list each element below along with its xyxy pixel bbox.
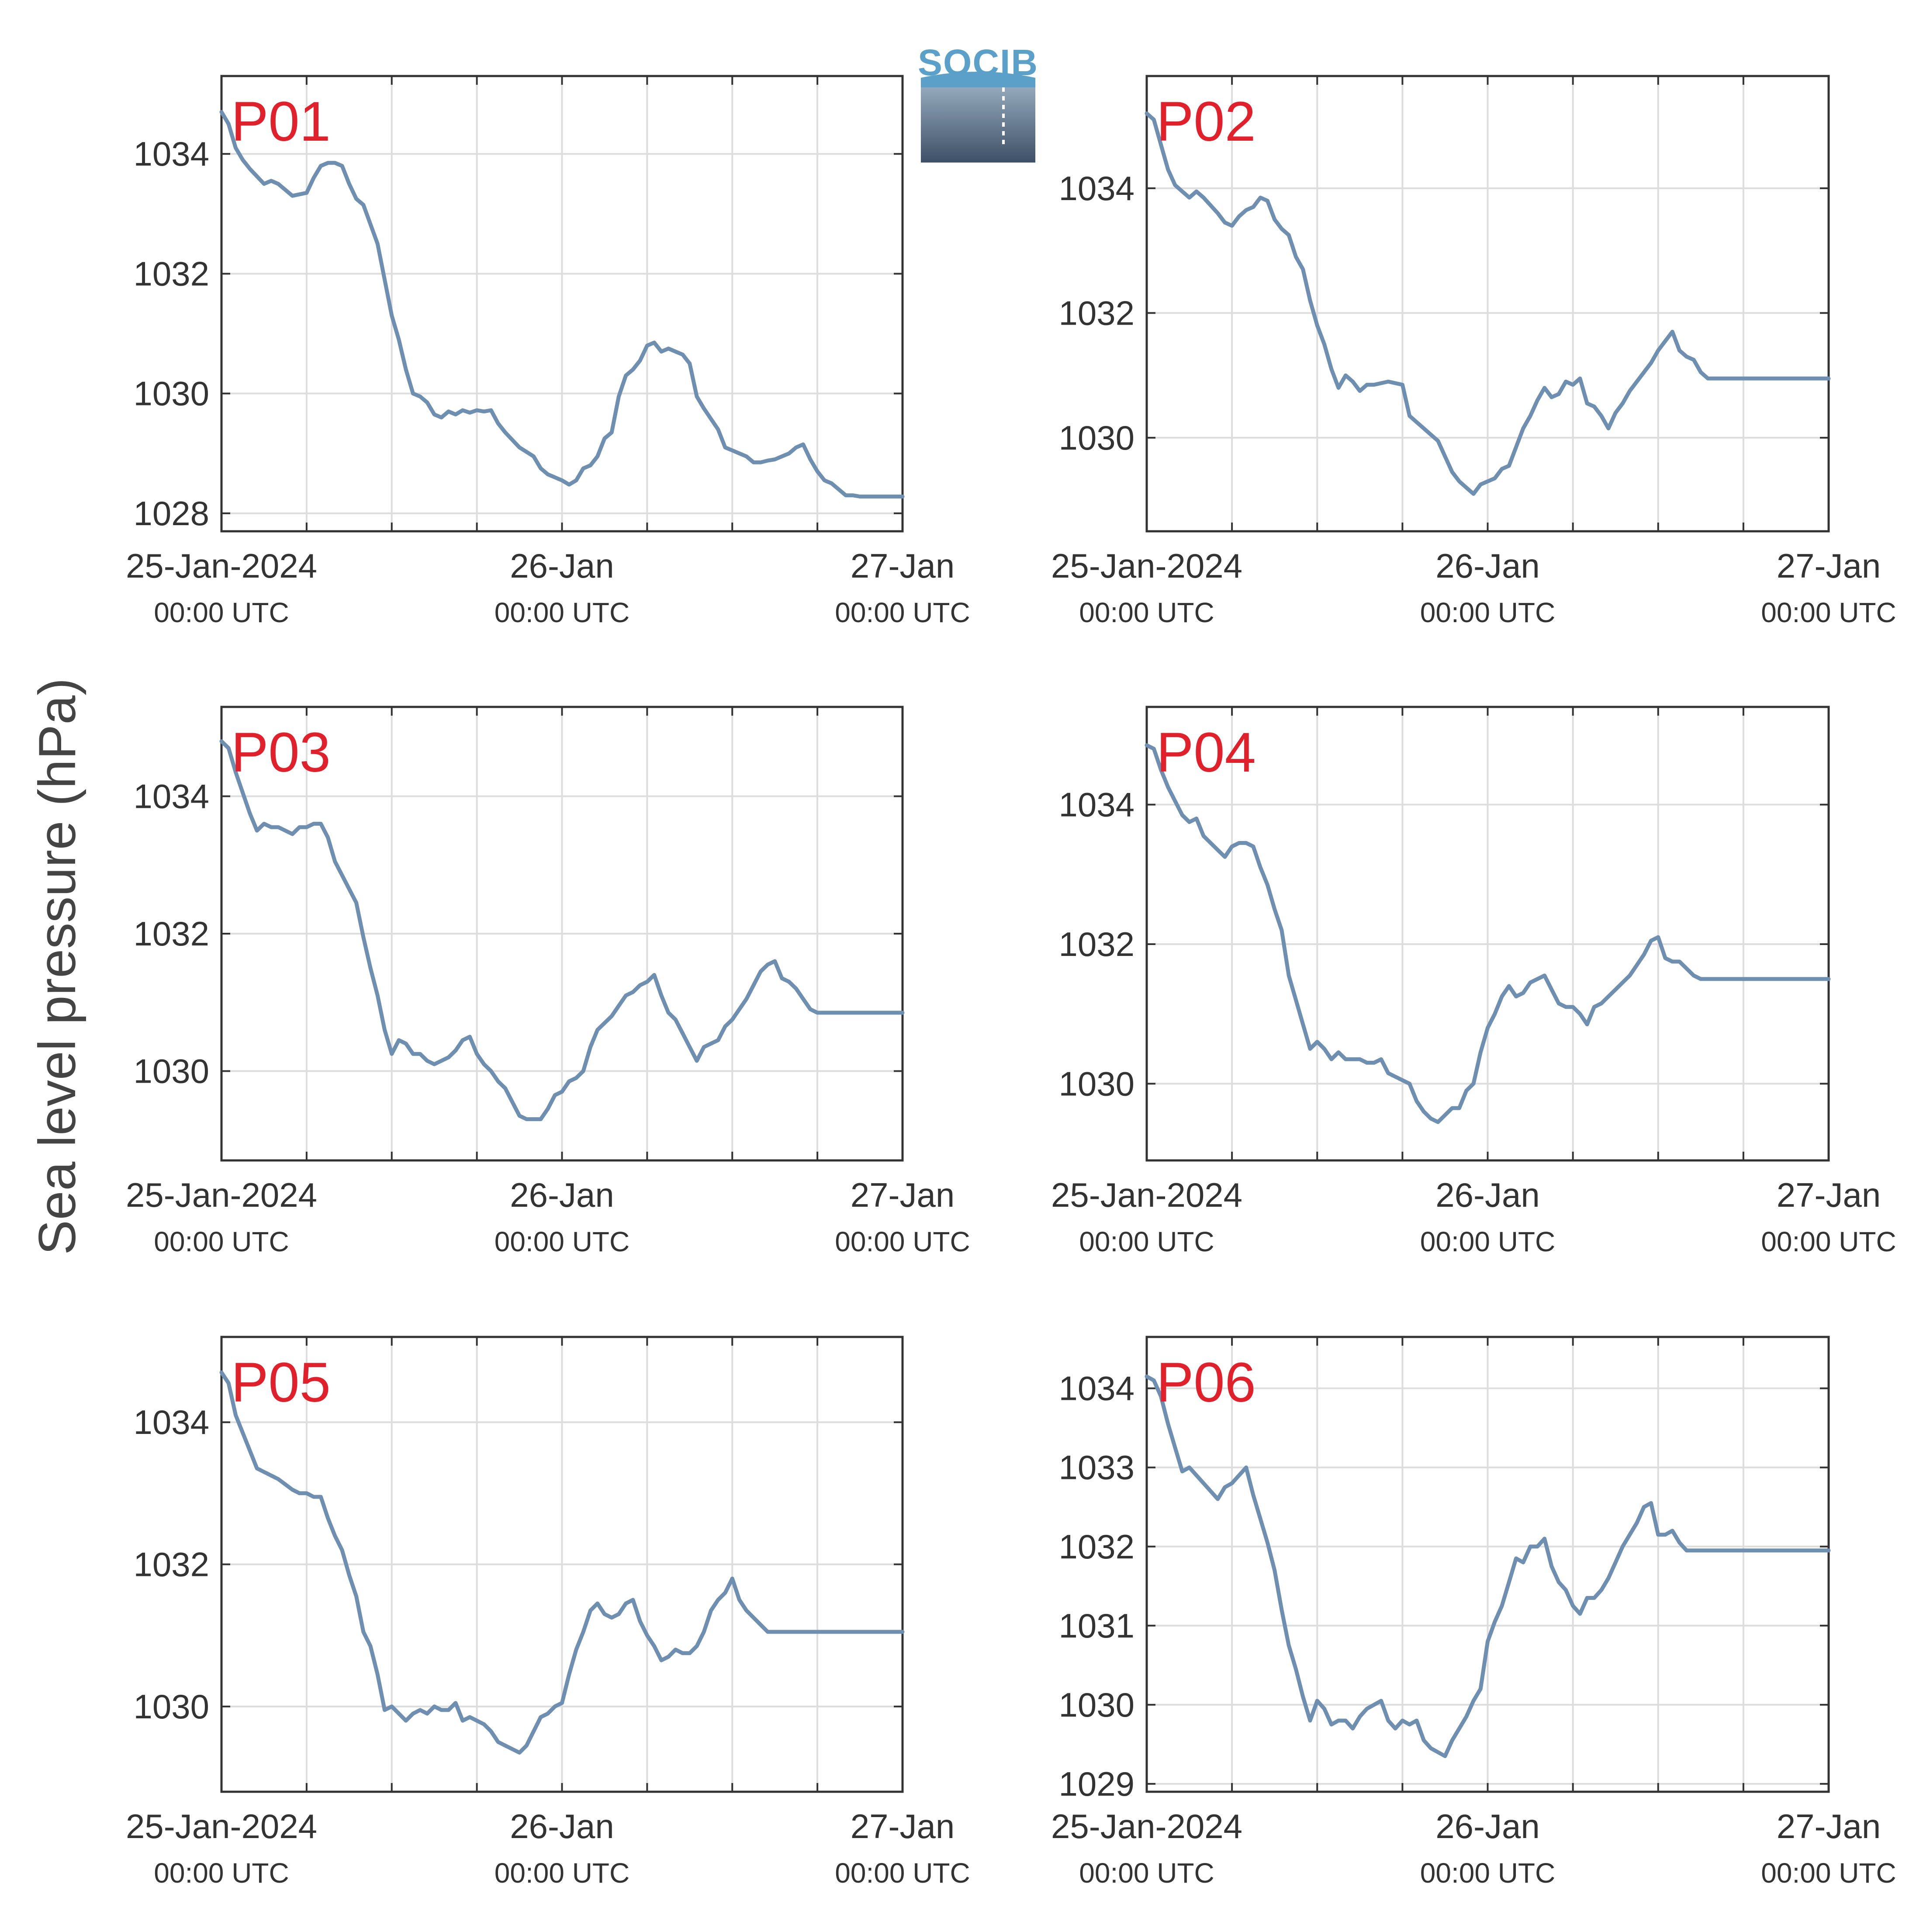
panel-label: P03 [231,721,331,784]
series-line [219,739,905,1122]
x-tick-label-date: 27-Jan [1777,1176,1881,1214]
series-line [1145,1375,1831,1758]
x-tick-label-date: 25-Jan-2024 [126,547,317,585]
x-tick-label-date: 27-Jan [1777,1807,1881,1845]
x-tick-label-time: 00:00 UTC [835,1857,970,1889]
x-tick-label-date: 27-Jan [851,547,955,585]
x-tick-label-date: 26-Jan [1435,1807,1540,1845]
x-tick-label-time: 00:00 UTC [154,1226,289,1257]
x-tick-label-time: 00:00 UTC [495,1226,629,1257]
x-tick-label-date: 25-Jan-2024 [126,1807,317,1845]
x-tick-label-time: 00:00 UTC [835,597,970,628]
y-tick-label: 1034 [1058,1369,1134,1408]
y-tick-label: 1030 [133,1052,209,1091]
x-tick-label-date: 27-Jan [851,1176,955,1214]
x-tick-label-time: 00:00 UTC [1079,1857,1214,1889]
x-tick-label-time: 00:00 UTC [835,1226,970,1257]
x-tick-label-time: 00:00 UTC [154,1857,289,1889]
x-tick-label-date: 27-Jan [851,1807,955,1845]
x-tick-label-date: 26-Jan [1435,547,1540,585]
x-tick-label-time: 00:00 UTC [495,597,629,628]
panel-label: P01 [231,90,331,153]
y-tick-label: 1030 [1058,419,1134,457]
series-line [219,1370,905,1755]
y-tick-label: 1034 [1058,169,1134,208]
y-tick-label: 1030 [1058,1064,1134,1103]
panel-p03: 1030 1032 1034 25-Jan-2024 00:00 UTC 26-Jan 00… [126,706,970,1257]
y-tick-label: 1032 [1058,925,1134,963]
logo-text: SOCIB [918,42,1038,83]
panel-p05: 1030 1032 1034 25-Jan-2024 00:00 UTC 26-Jan 00… [126,1336,970,1889]
y-tick-label: 1030 [1058,1686,1134,1724]
series-line [1145,111,1831,496]
panel-label: P02 [1156,90,1256,153]
y-tick-label: 1032 [1058,1527,1134,1566]
y-tick-label: 1034 [133,135,209,173]
socib-logo: SOCIB [918,42,1038,163]
y-tick-label: 1031 [1058,1607,1134,1645]
x-tick-label-date: 25-Jan-2024 [1051,547,1242,585]
y-tick-label: 1029 [1058,1765,1134,1803]
x-tick-label-time: 00:00 UTC [495,1857,629,1889]
y-tick-label: 1030 [133,374,209,413]
panels-container: 1028 1030 1032 1034 25-Jan-2024 00:00 UTC 26-J… [126,75,1896,1889]
x-tick-label-time: 00:00 UTC [1079,1226,1214,1257]
y-tick-label: 1032 [133,254,209,293]
y-tick-label: 1030 [133,1687,209,1726]
x-tick-label-date: 26-Jan [1435,1176,1540,1214]
panel-p06: 1029 1030 1031 1032 1033 1034 25-Jan-2024 00:00… [1051,1336,1896,1889]
x-tick-label-time: 00:00 UTC [1420,1226,1555,1257]
y-tick-label: 1033 [1058,1448,1134,1487]
logo-gradient-block [921,78,1035,163]
y-tick-label: 1034 [133,777,209,815]
logo-wave [921,72,1035,87]
series-line [219,110,905,499]
panel-p04: 1030 1032 1034 25-Jan-2024 00:00 UTC 26-Jan 00… [1051,706,1896,1257]
x-tick-label-time: 00:00 UTC [1761,597,1896,628]
panel-label: P04 [1156,721,1256,784]
y-tick-label: 1034 [133,1403,209,1441]
y-tick-label: 1032 [1058,294,1134,332]
y-axis-label: Sea level pressure (hPa) [28,678,86,1255]
panel-p01: 1028 1030 1032 1034 25-Jan-2024 00:00 UTC 26-J… [126,75,970,628]
x-tick-label-date: 26-Jan [510,547,614,585]
panel-label: P06 [1156,1351,1256,1414]
x-tick-label-date: 25-Jan-2024 [126,1176,317,1214]
y-tick-label: 1028 [133,494,209,533]
x-tick-label-time: 00:00 UTC [154,597,289,628]
x-tick-label-time: 00:00 UTC [1761,1857,1896,1889]
x-tick-label-time: 00:00 UTC [1420,597,1555,628]
series-line [1145,743,1831,1124]
x-tick-label-date: 26-Jan [510,1176,614,1214]
x-tick-label-date: 25-Jan-2024 [1051,1807,1242,1845]
panel-label: P05 [231,1351,331,1414]
y-tick-label: 1032 [133,1545,209,1584]
panel-p02: 1030 1032 1034 25-Jan-2024 00:00 UTC 26-Jan 00… [1051,75,1896,628]
x-tick-label-date: 27-Jan [1777,547,1881,585]
x-tick-label-time: 00:00 UTC [1079,597,1214,628]
x-tick-label-date: 26-Jan [510,1807,614,1845]
y-tick-label: 1032 [133,914,209,953]
x-tick-label-time: 00:00 UTC [1420,1857,1555,1889]
x-tick-label-date: 25-Jan-2024 [1051,1176,1242,1214]
y-tick-label: 1034 [1058,786,1134,824]
x-tick-label-time: 00:00 UTC [1761,1226,1896,1257]
